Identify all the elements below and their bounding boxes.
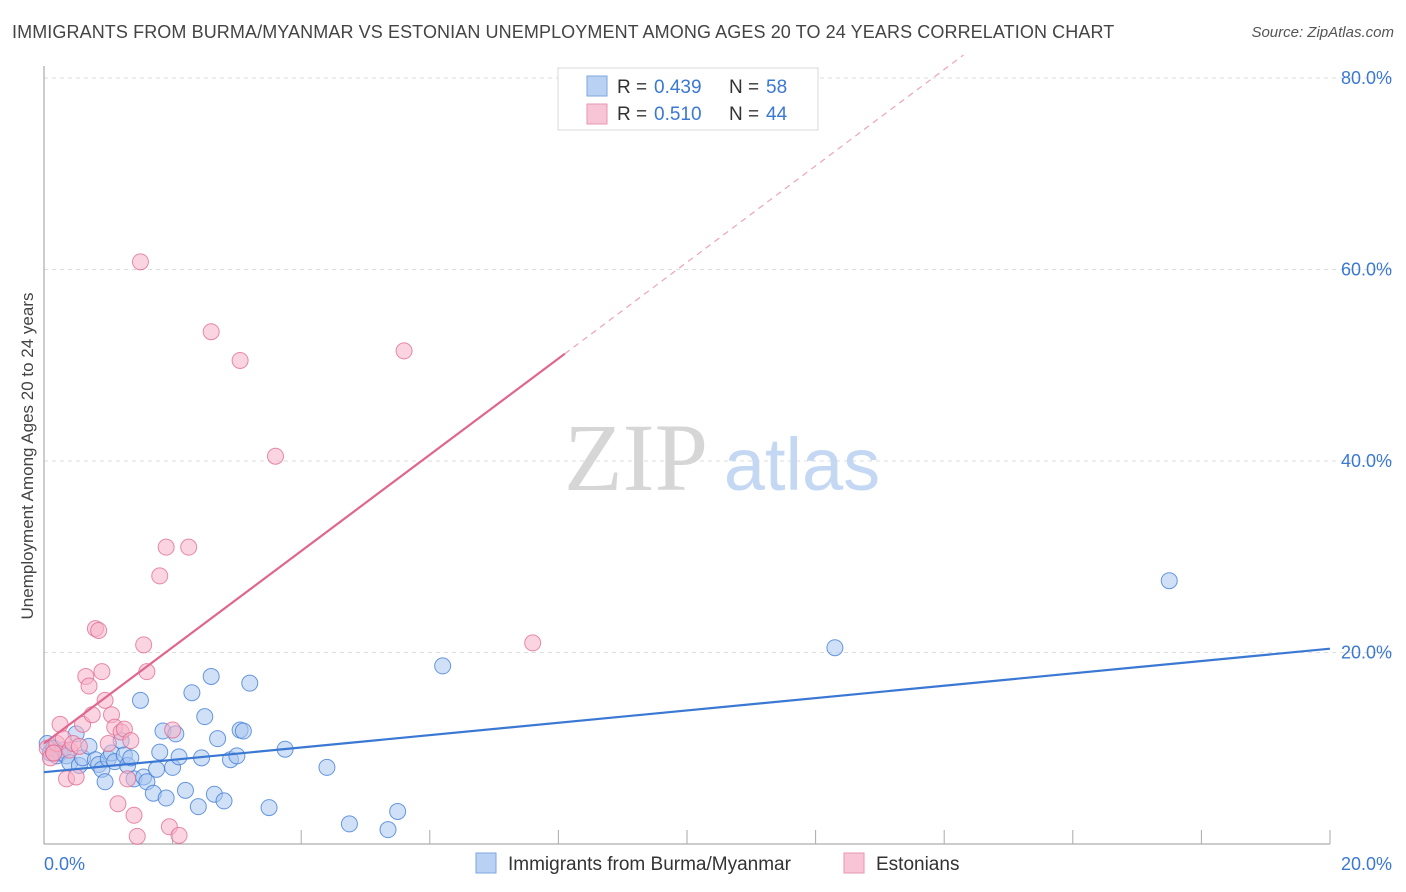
- burma-point-39: [196, 708, 214, 726]
- estonians-point-32: [151, 567, 169, 585]
- burma-point-15: [96, 773, 114, 791]
- burma-point-29: [151, 743, 169, 761]
- legend-r-value-blue: 0.439: [654, 77, 702, 98]
- estonians-point-22: [109, 795, 127, 813]
- estonians-point-14: [83, 706, 101, 724]
- burma-point-48: [241, 674, 259, 692]
- source-credit: Source: ZipAtlas.com: [1251, 24, 1394, 41]
- estonians-point-41: [395, 342, 413, 360]
- series-legend-label-pink: Estonians: [876, 854, 959, 875]
- estonians-point-13: [80, 677, 98, 695]
- burma-point-31: [157, 789, 175, 807]
- series-legend-label-blue: Immigrants from Burma/Myanmar: [508, 854, 792, 875]
- estonians-point-16: [90, 621, 108, 639]
- estonians-point-33: [157, 538, 175, 556]
- y-tick-label-1: 40.0%: [1341, 451, 1392, 471]
- estonians-trend-line: [43, 352, 566, 745]
- estonians-point-18: [96, 691, 114, 709]
- burma-point-40: [202, 667, 220, 685]
- burma-point-22: [122, 749, 140, 767]
- estonians-point-30: [135, 636, 153, 654]
- series-legend: Immigrants from Burma/Myanmar Estonians: [475, 852, 959, 875]
- legend-r-value-pink: 0.510: [654, 104, 702, 125]
- burma-point-24: [131, 691, 149, 709]
- estonians-point-19: [99, 734, 117, 752]
- watermark-atlas: atlas: [724, 423, 880, 506]
- burma-point-42: [209, 730, 227, 748]
- y-tick-label-3: 80.0%: [1341, 68, 1392, 88]
- burma-point-55: [434, 657, 452, 675]
- burma-point-35: [176, 781, 194, 799]
- burma-point-43: [215, 792, 233, 810]
- estonians-point-26: [122, 732, 140, 750]
- watermark-zip: ZIP: [564, 404, 708, 511]
- legend-swatch-pink: [586, 103, 608, 125]
- estonians-point-4: [51, 715, 69, 733]
- burma-point-54: [389, 802, 407, 820]
- legend-n-label-pink: N =: [729, 104, 759, 125]
- estonians-point-37: [180, 538, 198, 556]
- legend-r-label-pink: R =: [617, 104, 647, 125]
- estonians-point-29: [131, 253, 149, 271]
- estonians-point-17: [93, 663, 111, 681]
- burma-point-56: [826, 639, 844, 657]
- burma-point-52: [340, 815, 358, 833]
- burma-point-47: [234, 722, 252, 740]
- estonians-point-28: [128, 827, 146, 845]
- y-tick-label-2: 60.0%: [1341, 260, 1392, 280]
- series-burma-points: [38, 572, 1178, 839]
- burma-point-34: [170, 748, 188, 766]
- estonians-point-43: [45, 744, 63, 762]
- estonians-point-40: [266, 447, 284, 465]
- x-tick-label-right: 20.0%: [1341, 854, 1392, 874]
- estonians-point-38: [202, 323, 220, 341]
- burma-point-45: [228, 747, 246, 765]
- estonians-point-25: [119, 770, 137, 788]
- burma-point-51: [318, 758, 336, 776]
- burma-point-37: [189, 798, 207, 816]
- burma-point-28: [148, 760, 166, 778]
- chart-title: IMMIGRANTS FROM BURMA/MYANMAR VS ESTONIA…: [12, 22, 1115, 42]
- estonians-point-9: [67, 768, 85, 786]
- burma-trend-line: [43, 647, 1331, 774]
- legend-swatch-blue: [586, 75, 608, 97]
- legend-n-value-blue: 58: [766, 77, 787, 98]
- x-tick-label-left: 0.0%: [44, 854, 85, 874]
- trend-lines: [43, 54, 1331, 774]
- estonians-point-36: [170, 826, 188, 844]
- series-legend-swatch-pink: [843, 852, 865, 874]
- series-legend-swatch-blue: [475, 852, 497, 874]
- legend-n-value-pink: 44: [766, 104, 788, 125]
- axes: [43, 66, 1331, 845]
- estonians-point-42: [524, 634, 542, 652]
- y-tick-labels: 20.0% 40.0% 60.0% 80.0%: [1341, 68, 1392, 663]
- burma-point-57: [1160, 572, 1178, 590]
- estonians-point-35: [164, 721, 182, 739]
- estonians-point-27: [125, 806, 143, 824]
- legend-r-label-blue: R =: [617, 77, 647, 98]
- stats-legend: R = 0.439 N = 58 R = 0.510 N = 44: [557, 67, 819, 131]
- estonians-point-10: [70, 737, 88, 755]
- estonians-point-39: [231, 351, 249, 369]
- burma-point-36: [183, 684, 201, 702]
- y-tick-label-0: 20.0%: [1341, 643, 1392, 663]
- burma-point-53: [379, 821, 397, 839]
- burma-point-49: [260, 799, 278, 817]
- series-estonians-points: [38, 253, 542, 845]
- legend-n-label-blue: N =: [729, 77, 759, 98]
